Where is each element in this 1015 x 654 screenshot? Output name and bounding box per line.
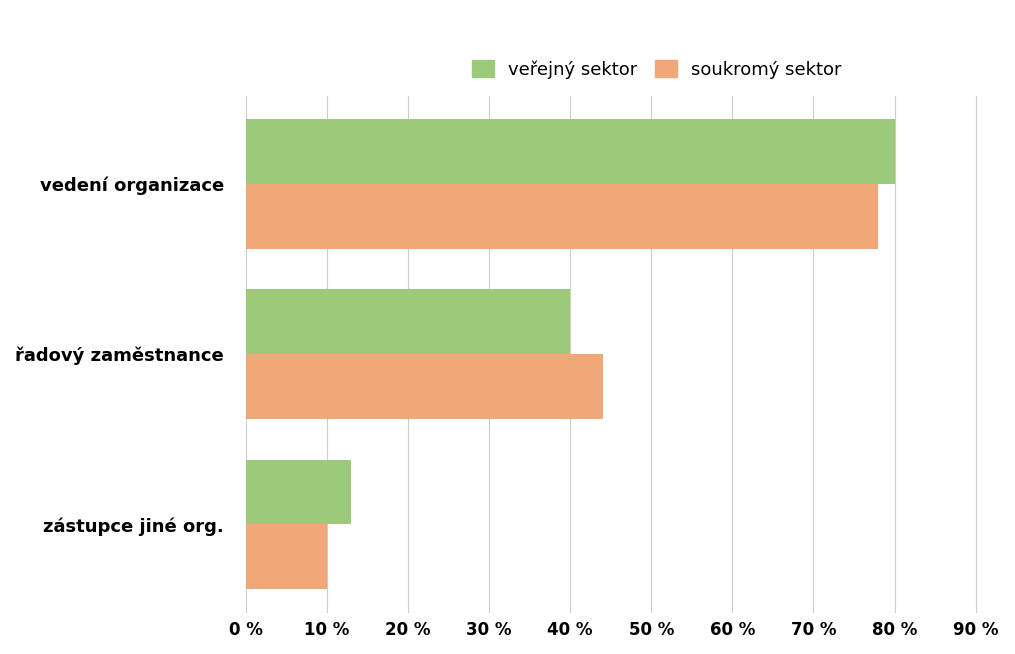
Bar bbox=[246, 119, 894, 184]
Bar bbox=[246, 354, 603, 419]
Bar bbox=[246, 290, 570, 354]
Bar bbox=[246, 184, 878, 249]
Bar bbox=[246, 460, 351, 525]
Legend: veřejný sektor, soukromý sektor: veřejný sektor, soukromý sektor bbox=[465, 53, 850, 86]
Bar bbox=[246, 525, 327, 589]
